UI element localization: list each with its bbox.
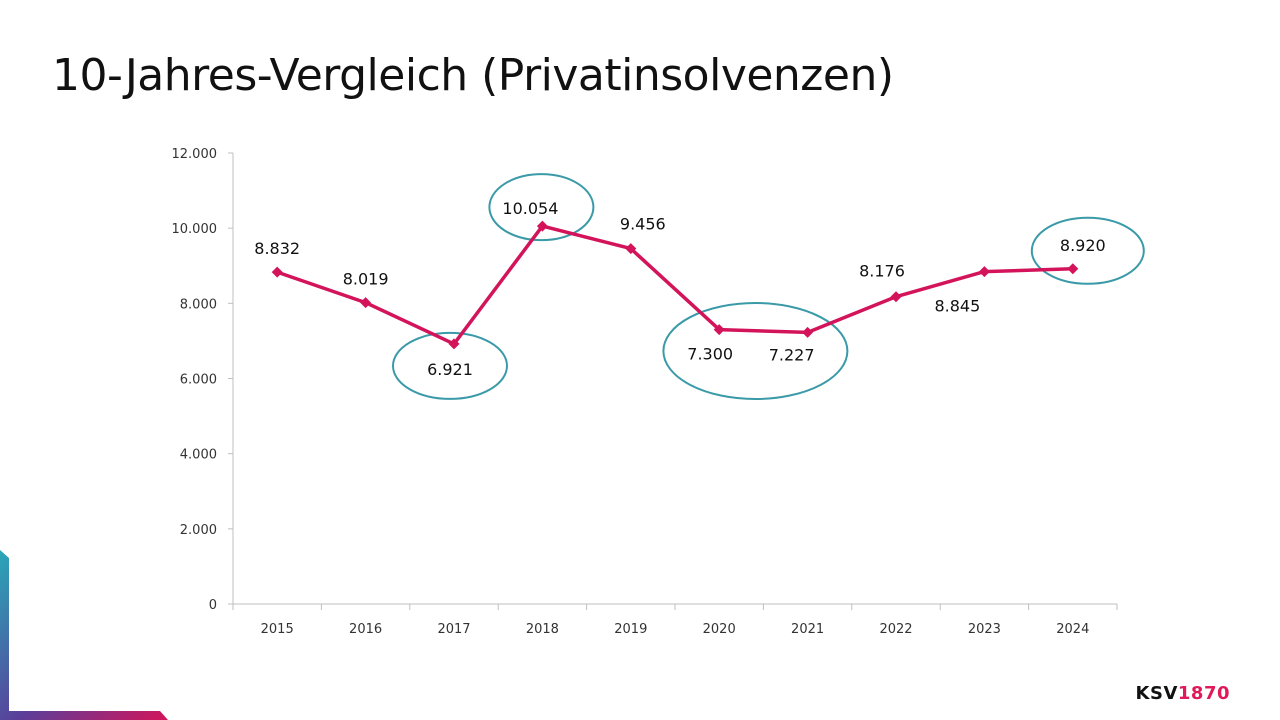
- data-point-2022: [890, 291, 902, 303]
- data-point-2023: [978, 266, 990, 278]
- logo-text: KSV: [1135, 683, 1178, 704]
- chart-axes: 0 2.000 4.000 6.000 8.000 10.000 12.000 2015 201…: [172, 147, 1118, 637]
- data-label-2023: 8.845: [934, 297, 980, 316]
- data-label-2016: 8.019: [343, 270, 389, 289]
- highlight-circle-2018: [488, 173, 595, 242]
- data-point-2015: [271, 266, 283, 278]
- data-label-2017: 6.921: [427, 360, 473, 379]
- data-point-2019: [625, 243, 637, 255]
- y-tick-label: 4.000: [180, 448, 217, 463]
- slide-title: 10-Jahres-Vergleich (Privatinsolvenzen): [52, 50, 894, 101]
- y-tick-label: 8.000: [180, 297, 217, 312]
- series-line: [275, 224, 1075, 346]
- highlight-circle-2020-2021: [662, 302, 849, 401]
- data-point-2016: [360, 297, 372, 309]
- highlight-circle-2017: [392, 331, 508, 400]
- data-label-2018: 10.054: [502, 199, 558, 218]
- x-tick-label: 2018: [526, 622, 559, 637]
- data-label-2015: 8.832: [254, 239, 300, 258]
- chart-series: [271, 220, 1079, 350]
- data-label-2021: 7.227: [769, 345, 815, 364]
- x-tick-label: 2022: [879, 622, 912, 637]
- y-tick-label: 6.000: [180, 373, 217, 388]
- data-labels: 8.832 8.019 6.921 10.054 9.456 7.300 7.227 8.17…: [254, 199, 1105, 379]
- data-point-2020: [713, 324, 725, 336]
- x-tick-label: 2024: [1056, 622, 1089, 637]
- data-point-2017: [448, 338, 460, 350]
- data-label-2022: 8.176: [859, 262, 905, 281]
- highlight-circle-2024: [1030, 216, 1145, 285]
- data-point-2021: [802, 326, 814, 338]
- x-tick-label: 2017: [437, 622, 470, 637]
- data-label-2024: 8.920: [1060, 236, 1106, 255]
- x-tick-label: 2019: [614, 622, 647, 637]
- highlight-circles: [392, 173, 1145, 401]
- data-point-2018: [536, 220, 548, 232]
- ksv1870-logo: KSV1870: [1136, 683, 1230, 704]
- logo-text-accent: 1870: [1177, 683, 1230, 704]
- data-label-2019: 9.456: [620, 215, 666, 234]
- y-tick-label: 0: [209, 598, 217, 613]
- x-tick-label: 2023: [968, 622, 1001, 637]
- data-point-2024: [1067, 263, 1079, 275]
- y-tick-label: 2.000: [180, 523, 217, 538]
- data-label-2020: 7.300: [687, 345, 733, 364]
- x-tick-label: 2015: [261, 622, 294, 637]
- x-tick-label: 2016: [349, 622, 382, 637]
- x-tick-label: 2020: [703, 622, 736, 637]
- y-tick-label: 10.000: [172, 222, 218, 237]
- y-tick-label: 12.000: [172, 147, 218, 162]
- x-tick-label: 2021: [791, 622, 824, 637]
